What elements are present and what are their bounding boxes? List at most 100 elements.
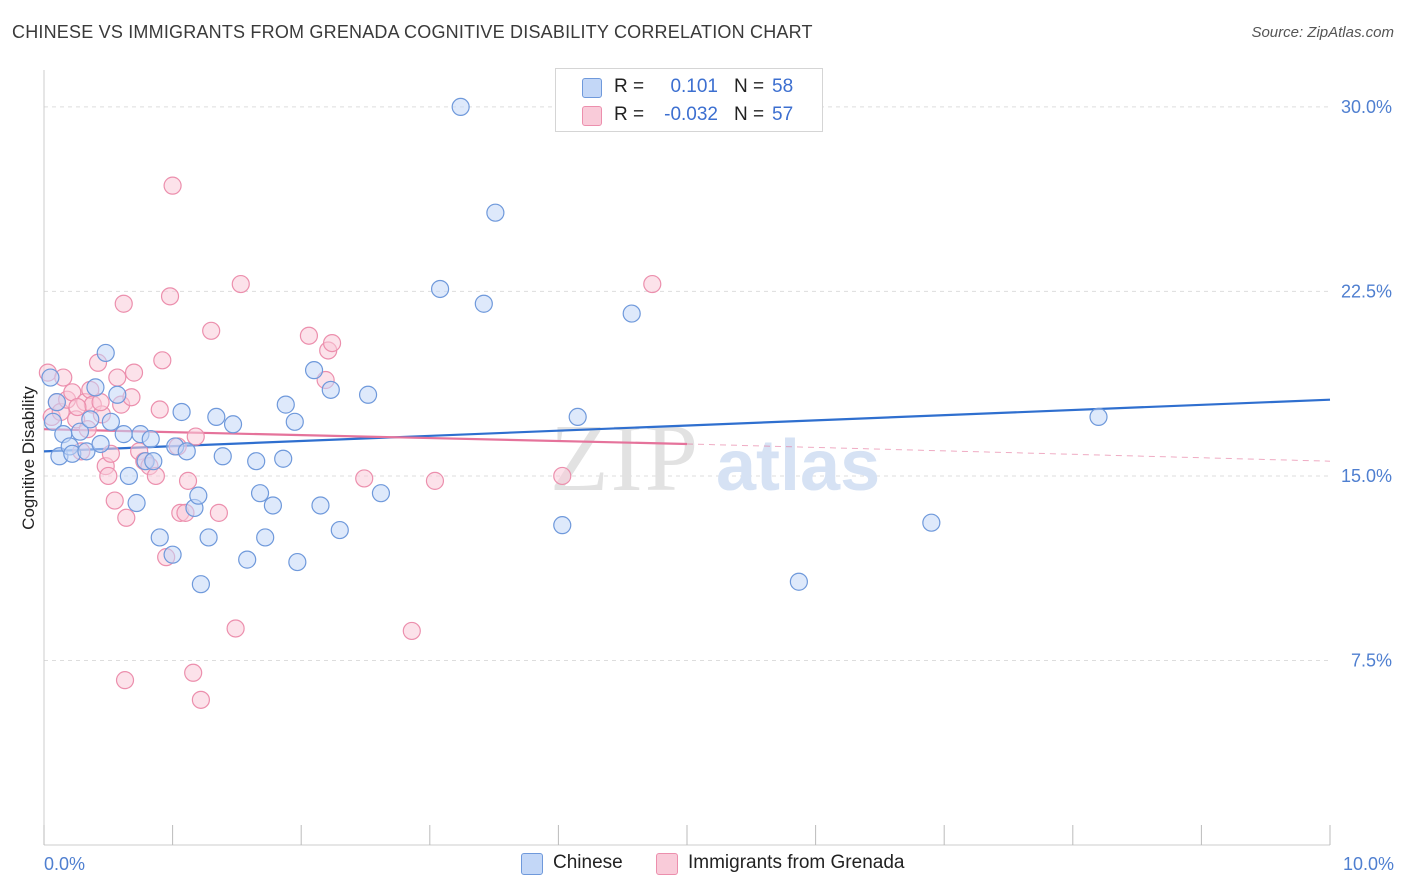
chinese-point — [70, 422, 90, 441]
legend-row-grenada: R = -0.032 N = 57 — [556, 101, 822, 129]
legend-n-value: 57 — [772, 104, 794, 125]
correlation-legend: R = 0.101 N = 58 R = -0.032 N = 57 — [555, 68, 823, 132]
grenada-point — [231, 274, 250, 294]
grenada-point — [160, 287, 180, 306]
chinese-point — [922, 513, 941, 532]
legend-r-label: R = — [614, 76, 645, 97]
grenada-point — [209, 503, 228, 522]
grenada-point — [202, 321, 221, 340]
grenada-point — [153, 351, 172, 370]
legend-n-label: N = — [734, 76, 765, 97]
legend-row-chinese: R = 0.101 N = 58 — [556, 73, 822, 101]
y-tick-label: 30.0% — [1341, 97, 1392, 117]
chinese-point — [119, 466, 138, 486]
chinese-point — [285, 412, 304, 431]
chinese-point — [371, 484, 391, 503]
chinese-point — [304, 361, 324, 380]
grenada-point — [99, 466, 118, 486]
y-axis-title: Cognitive Disability — [19, 386, 38, 530]
grenada-point — [178, 471, 198, 490]
grenada-point — [146, 466, 165, 486]
axis-labels: 7.5% 15.0% 22.5% 30.0% 0.0% 10.0% Cognitive Di… — [19, 97, 1394, 874]
watermark-atlas: atlas — [716, 426, 880, 506]
chinese-point — [238, 550, 257, 569]
x-tick-label: 10.0% — [1343, 854, 1394, 874]
chinese-trend-line — [43, 398, 1331, 453]
chinese-point — [77, 442, 96, 461]
grenada-point — [163, 176, 182, 195]
legend-r-value: -0.032 — [664, 104, 718, 125]
chinese-point — [108, 385, 127, 404]
chinese-point — [47, 393, 66, 412]
grenada-point — [186, 427, 205, 446]
chinese-point — [250, 484, 270, 503]
grenada-point — [184, 663, 203, 682]
grenada-point — [124, 363, 144, 382]
chinese-point — [430, 279, 450, 299]
chinese-point — [553, 516, 572, 535]
chinese-point — [199, 528, 218, 547]
chinese-point — [276, 395, 295, 414]
grenada-point — [425, 471, 445, 490]
bottom-legend-label-grenada: Immigrants from Grenada — [688, 852, 905, 873]
chinese-point — [1089, 407, 1108, 427]
y-tick-label: 22.5% — [1341, 281, 1392, 301]
chinese-point — [256, 528, 275, 547]
axes — [43, 70, 1331, 846]
chinese-point — [311, 496, 330, 515]
chinese-point — [43, 412, 63, 431]
chinese-point — [41, 368, 60, 387]
x-tick-label: 0.0% — [44, 854, 85, 874]
legend-n-label: N = — [734, 104, 765, 125]
chinese-point — [127, 493, 146, 513]
legend-r-label: R = — [614, 104, 645, 125]
chinese-point — [189, 486, 208, 505]
chart-title: CHINESE VS IMMIGRANTS FROM GRENADA COGNI… — [12, 22, 813, 42]
grenada-point — [226, 619, 245, 638]
chinese-point — [207, 407, 226, 427]
chinese-point — [81, 410, 100, 429]
chinese-point — [358, 385, 378, 404]
series-chinese-points — [41, 97, 1108, 594]
grenada-point — [322, 333, 342, 353]
chinese-point — [150, 528, 169, 547]
chinese-point — [114, 425, 133, 444]
chinese-point — [330, 520, 349, 540]
grid-lines — [44, 106, 1330, 661]
grenada-trend-line-extension — [686, 443, 1331, 462]
legend-r-value: 0.101 — [670, 76, 718, 97]
bottom-legend-label-chinese: Chinese — [553, 852, 623, 873]
chinese-point — [288, 552, 307, 572]
bottom-legend-swatch-grenada — [656, 853, 678, 875]
chinese-point — [163, 545, 182, 564]
legend-swatch-chinese — [582, 78, 602, 98]
chinese-point — [96, 343, 115, 363]
grenada-point — [150, 400, 169, 419]
bottom-legend-swatch-chinese — [521, 853, 543, 875]
chinese-point — [568, 407, 587, 427]
grenada-point — [299, 326, 319, 345]
chinese-point — [321, 380, 340, 399]
chinese-point — [789, 572, 808, 591]
grenada-point — [68, 397, 87, 417]
chinese-point — [177, 442, 196, 461]
legend-n-value: 58 — [772, 76, 794, 97]
chinese-point — [141, 429, 160, 449]
grenada-point — [114, 294, 133, 313]
chinese-point — [91, 434, 110, 454]
grenada-point — [105, 491, 124, 510]
grenada-point — [355, 469, 374, 488]
chinese-point — [263, 496, 283, 515]
source-label: Source: ZipAtlas.com — [1251, 24, 1394, 41]
chinese-point — [144, 452, 163, 471]
chinese-point — [247, 452, 266, 471]
chinese-point — [172, 402, 191, 422]
chinese-point — [86, 378, 105, 397]
grenada-point — [117, 508, 136, 527]
chinese-point — [213, 447, 232, 466]
chinese-point — [474, 294, 493, 313]
grenada-point — [108, 368, 127, 387]
grenada-point — [115, 671, 135, 690]
grenada-point — [402, 621, 421, 641]
